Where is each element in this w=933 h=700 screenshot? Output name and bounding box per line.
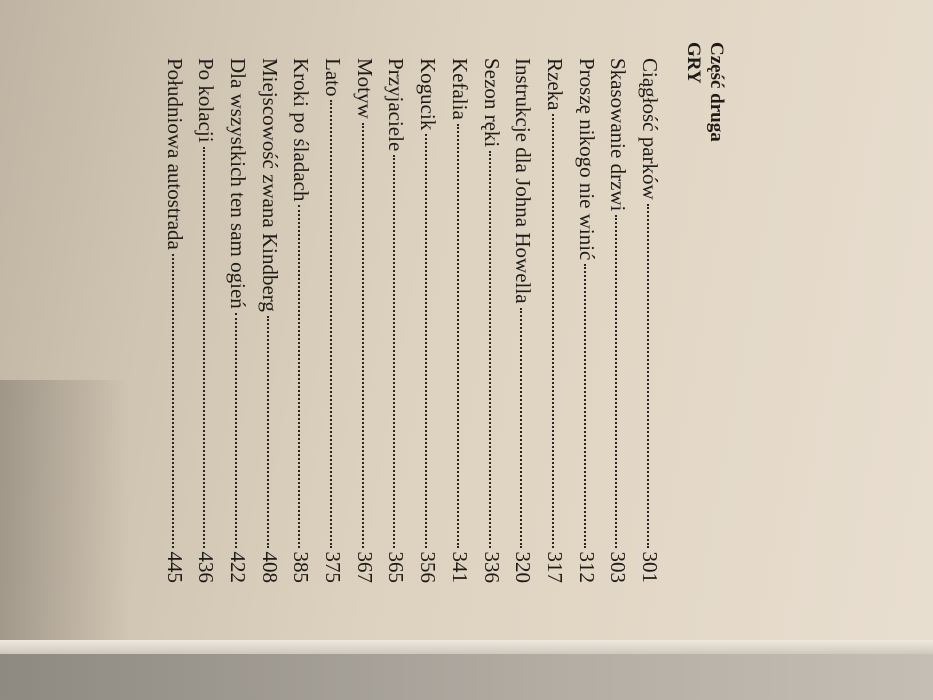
dot-leader [235, 312, 238, 548]
section-title: GRY [683, 42, 704, 84]
entry-title: Ciągłość parków [638, 58, 662, 200]
entry-title: Kefalia [447, 58, 472, 120]
dot-leader [266, 315, 269, 548]
entry-page: 436 [194, 551, 219, 584]
entry-page: 320 [511, 551, 536, 584]
toc-entry: Ciągłość parków 301 [630, 38, 662, 583]
entry-title: Proszę nikogo nie winić [574, 58, 599, 261]
entry-title: Dla wszystkich ten sam ogień [226, 58, 251, 309]
table-of-contents: Część druga GRY Ciągłość parków 301 Skasow… [155, 38, 728, 583]
toc-entry: Po kolacji 436 [187, 38, 219, 584]
dot-leader [425, 134, 428, 548]
entry-title: Kroki po śladach [289, 58, 314, 202]
entry-page: 336 [479, 551, 504, 584]
toc-entry: Dla wszystkich ten sam ogień 422 [218, 38, 250, 583]
entry-page: 385 [289, 551, 314, 584]
entry-page: 445 [162, 551, 187, 584]
toc-entry: Sezon ręki 336 [472, 38, 504, 583]
toc-entry: Kogucik 356 [409, 38, 441, 584]
entry-title: Sezon ręki [479, 58, 504, 148]
entry-page: 303 [606, 551, 631, 584]
entry-page: 301 [638, 551, 662, 584]
entry-page: 408 [257, 551, 282, 584]
entry-page: 375 [321, 551, 346, 584]
entry-title: Instrukcje dla Johna Howella [511, 58, 536, 304]
page-shadow [0, 380, 130, 650]
toc-entry: Przyjaciele 365 [377, 38, 409, 583]
toc-entry: Południowa autostrada 445 [155, 38, 187, 583]
entry-page: 365 [384, 551, 409, 584]
toc-entry: Lato 375 [313, 38, 345, 583]
background-surface [0, 654, 933, 700]
entry-title: Południowa autostrada [162, 58, 187, 250]
toc-entries: Ciągłość parków 301 Skasowanie drzwi 303 Pro… [155, 38, 662, 583]
dot-leader [551, 114, 554, 548]
dot-leader [520, 307, 523, 548]
dot-leader [615, 215, 618, 548]
toc-entry: Miejscowość zwana Kindberg 408 [250, 38, 282, 583]
entry-page: 317 [542, 551, 567, 584]
entry-title: Miejscowość zwana Kindberg [257, 58, 282, 312]
entry-title: Motyw [352, 58, 377, 119]
toc-entry: Rzeka 317 [535, 38, 567, 583]
dot-leader [203, 146, 206, 548]
toc-entry: Skasowanie drzwi 303 [599, 38, 631, 584]
toc-entry: Kefalia 341 [440, 38, 472, 583]
entry-page: 422 [226, 551, 251, 584]
entry-page: 356 [416, 551, 441, 584]
toc-entry: Instrukcje dla Johna Howella 320 [504, 38, 536, 584]
dot-leader [171, 253, 174, 548]
book-page [0, 0, 933, 645]
dot-leader [393, 155, 396, 548]
entry-title: Skasowanie drzwi [606, 58, 631, 212]
entry-title: Przyjaciele [384, 58, 409, 152]
dot-leader [488, 151, 491, 548]
dot-leader [330, 100, 333, 548]
entry-page: 341 [447, 551, 472, 584]
entry-title: Rzeka [542, 58, 567, 111]
entry-title: Po kolacji [194, 58, 219, 143]
dot-leader [361, 122, 364, 548]
entry-title: Lato [321, 58, 346, 97]
toc-entry: Motyw 367 [345, 38, 377, 583]
dot-leader [583, 264, 586, 548]
page-edge [0, 640, 933, 654]
entry-page: 312 [574, 551, 599, 584]
dot-leader [647, 203, 649, 548]
section-part: Część druga [706, 42, 727, 142]
dot-leader [298, 205, 301, 548]
toc-entry: Proszę nikogo nie winić 312 [567, 38, 599, 583]
entry-title: Kogucik [416, 58, 441, 131]
toc-entry: Kroki po śladach 385 [282, 38, 314, 584]
entry-page: 367 [352, 551, 377, 584]
dot-leader [456, 123, 459, 548]
